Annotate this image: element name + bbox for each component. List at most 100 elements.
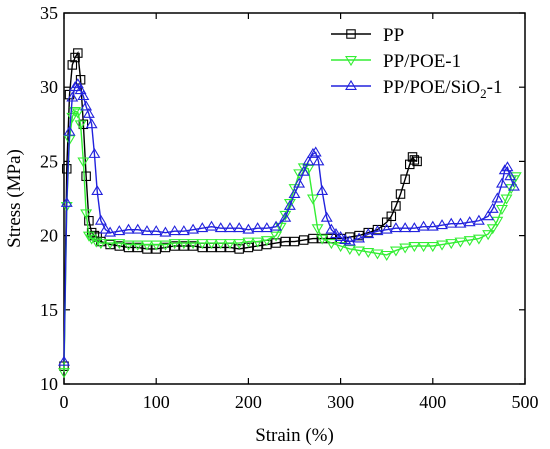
data-point <box>66 91 79 102</box>
data-point <box>445 239 458 250</box>
data-point <box>159 226 172 237</box>
data-point <box>386 211 397 222</box>
data-point <box>312 155 325 166</box>
data-point <box>271 238 281 248</box>
data-point <box>391 201 401 211</box>
data-point <box>417 220 430 231</box>
y-tick-label: 10 <box>40 374 58 394</box>
series-line <box>63 109 517 373</box>
data-point <box>82 231 95 242</box>
legend-label: PP <box>383 25 404 46</box>
data-point <box>160 242 171 253</box>
data-point <box>482 230 495 241</box>
data-point <box>417 242 430 253</box>
data-point <box>389 246 402 257</box>
data-point <box>495 177 508 188</box>
data-point <box>463 216 476 227</box>
legend-label: PP/POE/SiO2-1 <box>383 77 502 101</box>
data-point <box>94 239 107 250</box>
data-point <box>408 222 421 233</box>
x-tick-label: 300 <box>327 392 354 412</box>
data-point <box>91 185 104 196</box>
data-point <box>104 226 117 237</box>
data-point <box>88 147 101 158</box>
data-point <box>486 202 499 213</box>
data-point <box>74 84 87 95</box>
data-point <box>504 170 517 181</box>
legend-marker <box>346 29 356 39</box>
data-point <box>486 224 499 235</box>
data-point <box>500 194 513 205</box>
data-point <box>58 355 70 366</box>
data-point <box>482 210 495 221</box>
data-point <box>168 225 181 236</box>
data-point <box>316 234 329 245</box>
y-tick-label: 25 <box>40 151 58 171</box>
data-point <box>283 199 296 210</box>
series-line <box>63 82 515 362</box>
data-point <box>150 225 163 236</box>
data-point <box>289 236 300 247</box>
x-tick-label: 400 <box>419 392 446 412</box>
data-point <box>67 60 78 70</box>
data-point <box>436 240 448 251</box>
data-point <box>436 219 448 230</box>
data-point <box>242 223 255 234</box>
data-point <box>343 245 356 256</box>
data-point <box>94 214 107 225</box>
series-2 <box>58 78 520 366</box>
data-point <box>113 239 126 250</box>
data-point <box>498 164 511 175</box>
data-point <box>234 244 244 254</box>
plot-frame <box>63 12 526 385</box>
data-point <box>233 222 246 233</box>
data-point <box>306 194 319 205</box>
legend-label-text: PP/POE/SiO <box>383 77 480 98</box>
data-point <box>141 225 153 236</box>
data-point <box>177 239 190 250</box>
data-point <box>99 223 112 234</box>
data-point <box>187 223 200 234</box>
data-point <box>81 171 91 181</box>
data-point <box>505 184 518 195</box>
data-point <box>80 100 93 111</box>
data-point <box>168 239 181 250</box>
series-group <box>58 48 522 379</box>
data-point <box>150 240 163 251</box>
x-tick-label: 100 <box>143 392 170 412</box>
data-point <box>77 90 90 101</box>
series-line <box>63 50 418 367</box>
data-point <box>179 241 189 251</box>
data-point <box>242 237 255 248</box>
legend-label: PP/POE-1 <box>383 51 461 72</box>
data-point <box>71 108 84 119</box>
data-point <box>85 118 98 129</box>
data-point <box>159 240 172 251</box>
data-point <box>69 106 82 118</box>
data-point <box>260 236 273 247</box>
data-point <box>205 220 218 231</box>
data-point <box>495 204 508 215</box>
data-point <box>82 107 95 118</box>
data-point <box>251 222 264 233</box>
data-point <box>362 228 375 239</box>
data-point <box>243 242 254 253</box>
legend-item: PP/POE-1 <box>331 51 461 72</box>
data-point <box>260 222 273 233</box>
data-point <box>426 220 439 231</box>
legend-marker <box>345 56 357 67</box>
data-point <box>69 81 82 92</box>
x-tick-label: 500 <box>512 392 539 412</box>
data-point <box>472 234 485 245</box>
data-point <box>293 177 306 188</box>
data-point <box>279 210 292 221</box>
data-point <box>325 223 338 234</box>
legend: PP PP/POE-1 PP/POE/SiO2-1 <box>331 25 502 101</box>
data-point <box>501 161 514 172</box>
data-point <box>491 192 504 203</box>
data-point <box>308 233 318 244</box>
data-point <box>426 242 439 253</box>
data-point <box>131 240 144 251</box>
data-point <box>362 247 375 258</box>
axis-ticks: 0 100 200 300 400 500 10 15 20 25 30 35 <box>40 3 539 412</box>
